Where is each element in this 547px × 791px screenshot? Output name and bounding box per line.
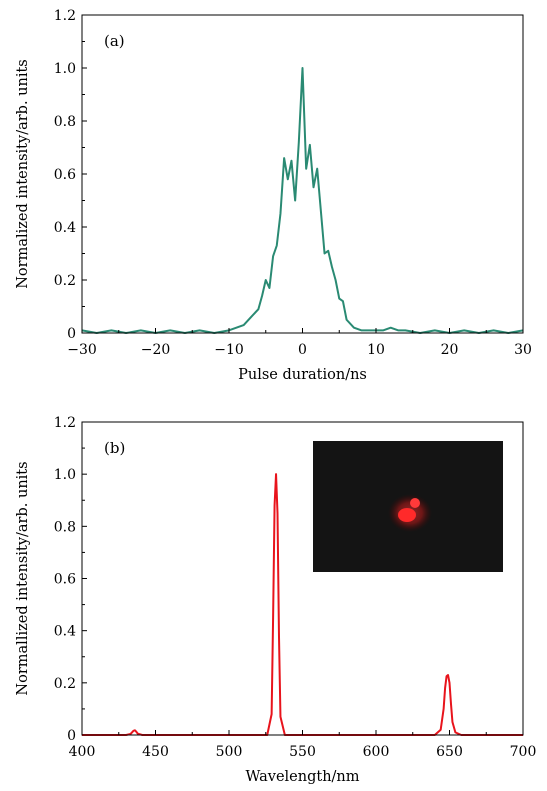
x-tick-label: 700	[510, 744, 537, 760]
x-tick-label: 650	[436, 744, 463, 760]
panel-b: 400 450 500 550 600 650 700 0 0.2 0.4 0.6 0.8 1.0 1.2…	[15, 415, 536, 785]
y-tick-label: 0.6	[54, 572, 76, 588]
y-tick-label: 0.8	[54, 114, 76, 130]
x-tick-label: 20	[441, 342, 459, 358]
y-tick-label: 0.4	[54, 624, 76, 640]
x-tick-label: 500	[216, 744, 243, 760]
y-tick-label: 1.0	[54, 467, 76, 483]
panel-tag: (a)	[104, 32, 125, 50]
data-line-series-1	[81, 67, 524, 334]
x-tick-label: 10	[367, 342, 385, 358]
x-tick-label: 600	[363, 744, 390, 760]
laser-spot	[410, 498, 420, 508]
x-axis-label: Wavelength/nm	[245, 769, 359, 785]
y-axis-label: Normalized intensity/arb. units	[15, 59, 31, 289]
y-tick-label: 1.2	[54, 8, 76, 24]
x-tick-label: 30	[514, 342, 532, 358]
y-tick-label: 0.2	[54, 676, 76, 692]
plot-frame	[81, 14, 524, 334]
panel-tag: (b)	[104, 439, 125, 457]
x-tick-label: 550	[289, 744, 316, 760]
x-tick-label: 0	[298, 342, 307, 358]
y-tick-label: 0.4	[54, 220, 76, 236]
y-tick-label: 0	[67, 326, 76, 342]
y-tick-label: 0.8	[54, 519, 76, 535]
y-tick-label: 1.0	[54, 61, 76, 77]
y-tick-label: 0	[67, 728, 76, 744]
y-tick-label: 0.6	[54, 167, 76, 183]
laser-spot	[398, 508, 416, 522]
x-tick-label: 400	[69, 744, 96, 760]
inset-photo	[313, 441, 503, 572]
panel-a: −30 −20 −10 0 10 20 30 0 0.2 0.4 0.6 0.8 1.0 1.2 Pulse…	[15, 8, 532, 383]
y-axis-label: Normallized intensity/arb. units	[15, 461, 31, 695]
x-tick-label: 450	[142, 744, 169, 760]
y-tick-label: 0.2	[54, 273, 76, 289]
x-axis-label: Pulse duration/ns	[238, 367, 367, 383]
data-line-series-1	[82, 473, 523, 736]
x-tick-label: −20	[141, 342, 171, 358]
y-tick-label: 1.2	[54, 415, 76, 431]
x-tick-label: −10	[214, 342, 244, 358]
x-tick-label: −30	[67, 342, 97, 358]
